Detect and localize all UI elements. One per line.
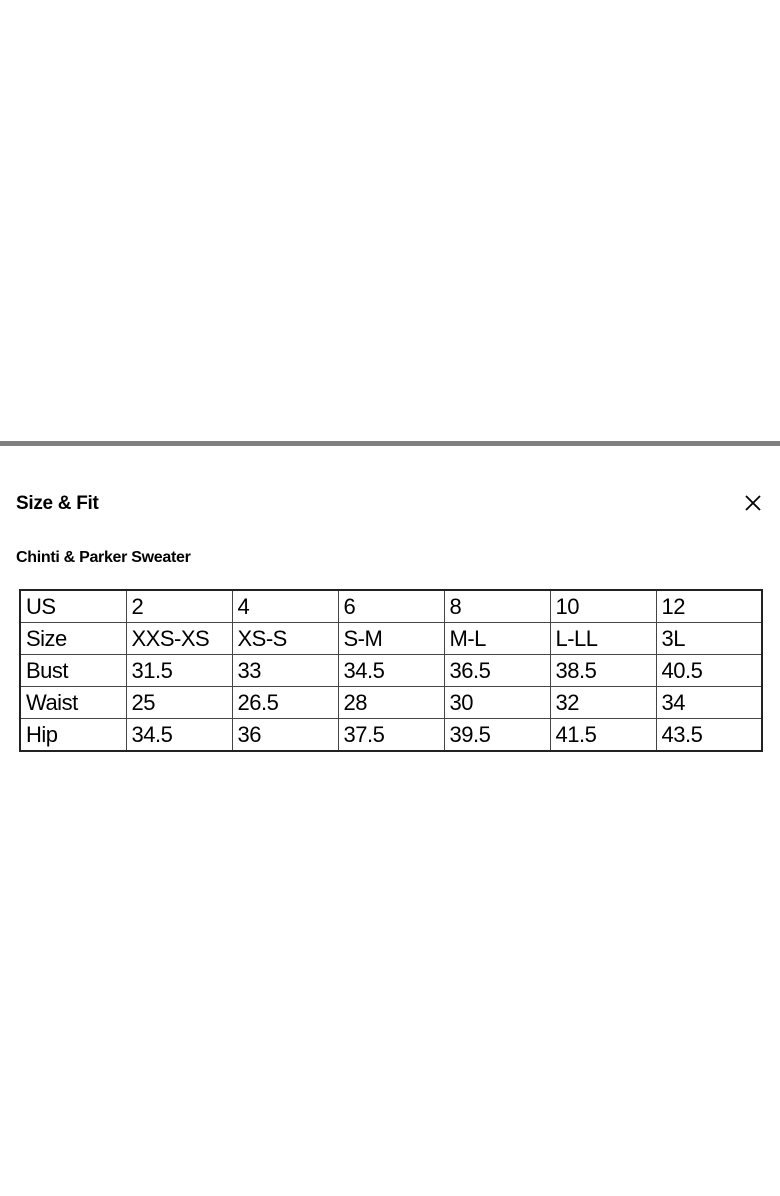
table-row: Waist 25 26.5 28 30 32 34 (19, 686, 763, 719)
row-header-cell: Bust (19, 654, 127, 687)
row-header-cell: Size (19, 622, 127, 655)
table-cell: 41.5 (549, 718, 657, 752)
table-cell: 34 (655, 686, 763, 719)
row-header-cell: Hip (19, 718, 127, 752)
row-header-cell: Waist (19, 686, 127, 719)
table-row: US 2 4 6 8 10 12 (19, 589, 763, 623)
table-cell: XXS-XS (125, 622, 233, 655)
table-cell: 30 (443, 686, 551, 719)
table-cell: 33 (231, 654, 339, 687)
table-cell: XS-S (231, 622, 339, 655)
table-cell: 4 (231, 589, 339, 623)
panel-title: Size & Fit (16, 493, 99, 514)
table-cell: M-L (443, 622, 551, 655)
table-cell: 32 (549, 686, 657, 719)
table-cell: 10 (549, 589, 657, 623)
table-cell: 28 (337, 686, 445, 719)
table-cell: 39.5 (443, 718, 551, 752)
table-cell: 2 (125, 589, 233, 623)
table-cell: 36.5 (443, 654, 551, 687)
table-cell: 36 (231, 718, 339, 752)
table-cell: 37.5 (337, 718, 445, 752)
product-name: Chinti & Parker Sweater (16, 549, 191, 566)
table-cell: L-LL (549, 622, 657, 655)
table-row: Bust 31.5 33 34.5 36.5 38.5 40.5 (19, 654, 763, 687)
table-cell: 40.5 (655, 654, 763, 687)
table-cell: 26.5 (231, 686, 339, 719)
table-row: Size XXS-XS XS-S S-M M-L L-LL 3L (19, 622, 763, 655)
table-cell: 8 (443, 589, 551, 623)
table-cell: 31.5 (125, 654, 233, 687)
table-cell: S-M (337, 622, 445, 655)
close-button[interactable] (741, 491, 765, 515)
table-cell: 12 (655, 589, 763, 623)
table-cell: 38.5 (549, 654, 657, 687)
table-cell: 25 (125, 686, 233, 719)
table-cell: 34.5 (337, 654, 445, 687)
close-x-icon (745, 495, 761, 511)
table-row: Hip 34.5 36 37.5 39.5 41.5 43.5 (19, 718, 763, 752)
table-cell: 6 (337, 589, 445, 623)
top-divider (0, 441, 780, 446)
table-cell: 3L (655, 622, 763, 655)
row-header-cell: US (19, 589, 127, 623)
table-cell: 34.5 (125, 718, 233, 752)
table-cell: 43.5 (655, 718, 763, 752)
size-chart-table: US 2 4 6 8 10 12 Size XXS-XS XS-S S-M M-L L-LL 3L Bust… (19, 589, 763, 752)
